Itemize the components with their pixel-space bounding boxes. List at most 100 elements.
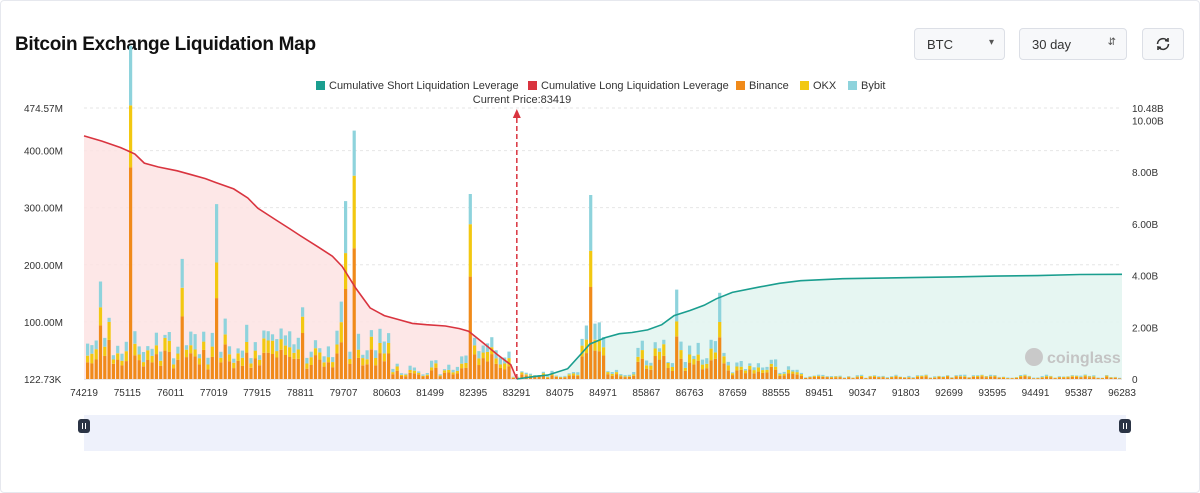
binance-bar (700, 369, 705, 379)
bybit-bar (189, 331, 193, 346)
bybit-bar (657, 348, 662, 352)
binance-bar (335, 353, 339, 379)
bybit-bar (954, 375, 958, 376)
binance-bar (210, 356, 214, 379)
okx-bar (765, 369, 769, 373)
bybit-bar (743, 369, 748, 371)
range-slider[interactable] (78, 415, 1131, 451)
bybit-bar (546, 376, 550, 377)
bybit-bar (584, 325, 588, 340)
okx-bar (374, 358, 378, 366)
okx-bar (709, 348, 713, 361)
bybit-bar (1092, 375, 1096, 377)
okx-bar (610, 373, 614, 376)
bybit-bar (872, 375, 877, 376)
binance-bar (232, 368, 236, 379)
bybit-bar (116, 345, 120, 354)
slider-handle-right[interactable] (1119, 419, 1131, 433)
binance-bar (847, 377, 851, 379)
bybit-bar (490, 337, 494, 348)
binance-bar (808, 377, 812, 379)
bybit-bar (253, 342, 257, 351)
bybit-bar (111, 355, 115, 360)
okx-bar (782, 373, 786, 376)
bybit-bar (666, 362, 670, 363)
binance-bar (227, 361, 232, 379)
binance-bar (533, 376, 537, 379)
bybit-bar (679, 341, 683, 350)
binance-bar (928, 378, 932, 379)
okx-bar (546, 376, 550, 378)
range-select[interactable]: 30 day ⇵ (1019, 28, 1127, 60)
okx-bar (116, 353, 120, 360)
x-tick-label: 80603 (373, 388, 401, 399)
bybit-bar (292, 344, 296, 353)
binance-bar (997, 377, 1001, 379)
okx-bar (894, 375, 898, 377)
binance-bar (662, 355, 666, 379)
binance-bar (507, 366, 511, 379)
bybit-bar (339, 301, 343, 323)
bybit-bar (653, 342, 657, 349)
binance-bar (455, 373, 459, 379)
binance-bar (679, 358, 683, 379)
bybit-bar (451, 369, 455, 373)
x-axis: 74219 75115 76011 77019 77915 78811 79707 80603… (70, 388, 1136, 399)
refresh-button[interactable] (1142, 28, 1184, 60)
bybit-bar (946, 375, 950, 376)
bybit-bar (808, 376, 812, 377)
binance-bar (150, 362, 154, 379)
okx-bar (722, 356, 726, 364)
okx-bar (937, 376, 941, 377)
bybit-bar (524, 372, 528, 375)
x-tick-label: 77915 (243, 388, 271, 399)
bybit-bar (915, 375, 920, 376)
bybit-bar (993, 375, 997, 376)
okx-bar (860, 375, 864, 377)
binance-bar (580, 356, 584, 379)
y-right-tick-label: 10.00B (1132, 116, 1164, 127)
bybit-bar (1040, 376, 1044, 378)
okx-bar (563, 376, 567, 378)
binance-bar (344, 289, 348, 379)
bybit-bar (567, 373, 571, 375)
okx-bar (967, 377, 971, 378)
bybit-bar (86, 343, 90, 356)
okx-bar (283, 345, 287, 355)
binance-bar (726, 370, 730, 379)
bybit-bar (890, 376, 894, 377)
slider-handle-left[interactable] (78, 419, 90, 433)
x-tick-label: 94491 (1022, 388, 1050, 399)
bybit-bar (266, 331, 270, 341)
binance-bar (743, 373, 748, 379)
bybit-bar (739, 361, 743, 367)
okx-bar (425, 374, 429, 376)
binance-bar (713, 358, 717, 379)
binance-bar (339, 342, 343, 379)
okx-bar (382, 353, 386, 362)
binance-bar (430, 370, 434, 379)
okx-bar (623, 376, 627, 378)
binance-bar (950, 377, 954, 379)
x-tick-label: 85867 (632, 388, 660, 399)
bybit-bar (245, 324, 249, 342)
okx-bar (838, 376, 842, 378)
binance-bar (133, 355, 137, 379)
binance-bar (477, 365, 481, 379)
binance-bar (1070, 376, 1074, 379)
okx-bar (361, 358, 365, 366)
bybit-bar (434, 360, 438, 364)
okx-bar (688, 354, 692, 363)
okx-bar (468, 224, 472, 277)
binance-bar (189, 353, 193, 379)
binance-bar (546, 377, 550, 379)
okx-bar (726, 365, 730, 371)
y-left-tick-label: 400.00M (24, 147, 63, 158)
binance-bar (709, 360, 713, 379)
binance-bar (331, 367, 335, 379)
symbol-select[interactable]: BTC ▾ (914, 28, 1005, 60)
binance-bar (98, 325, 103, 379)
bybit-bar (326, 346, 330, 358)
okx-bar (240, 357, 244, 366)
binance-bar (223, 344, 227, 379)
